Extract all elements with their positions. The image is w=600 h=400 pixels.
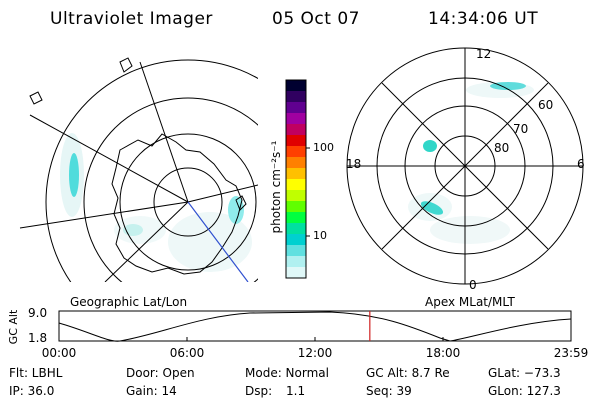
color-scale (286, 80, 306, 279)
door-status: Door: Open (126, 366, 195, 380)
latitude-circle (153, 167, 223, 237)
mlat-label-70: 70 (513, 122, 529, 136)
aurora-emission-faint (168, 212, 252, 272)
instrument-title: Ultraviolet Imager (50, 9, 213, 29)
mlat-label-80: 80 (494, 141, 510, 155)
altitude-tick-max: 9.0 (28, 306, 48, 320)
coastline-island (119, 57, 133, 73)
sequence-status: Seq: 39 (366, 384, 412, 398)
color-scale-segment (286, 201, 306, 213)
magnetic-polar-plot (346, 47, 584, 285)
color-scale-segment (286, 124, 306, 136)
altitude-axis-label: GC Alt (7, 309, 20, 345)
color-scale-segment (286, 190, 306, 202)
color-scale-segment (286, 135, 306, 147)
ip-status: IP: 36.0 (9, 384, 55, 398)
color-scale-segment (286, 212, 306, 224)
mlat-label-60: 60 (538, 98, 554, 112)
altitude-tick-min: 1.8 (28, 331, 48, 345)
aurora-emission-bright (490, 82, 526, 90)
mlt-label-6: 6 (577, 157, 585, 171)
color-scale-segment (286, 256, 306, 268)
time-axis-label: 00:00 (41, 346, 77, 360)
color-scale-segment (286, 113, 306, 125)
altitude-curve (58, 311, 572, 342)
magnetic-map-label: Apex MLat/MLT (425, 295, 515, 309)
time-axis-label: 23:59 (553, 346, 589, 360)
coastline-island (29, 91, 43, 105)
color-scale-frame (285, 79, 307, 279)
aurora-emission-mid (228, 196, 244, 224)
meridian-line (187, 184, 258, 203)
geographic-map-label: Geographic Lat/Lon (70, 295, 188, 309)
color-scale-segment (286, 245, 306, 257)
aurora-emission-faint (114, 216, 166, 244)
gc-altitude-status: GC Alt: 8.7 Re (366, 366, 450, 380)
observation-date: 05 Oct 07 (272, 9, 360, 29)
color-scale-segment (286, 179, 306, 191)
mlt-label-12: 12 (476, 47, 492, 61)
time-axis-label: 06:00 (169, 346, 205, 360)
color-scale-label-10: 10 (313, 229, 327, 242)
observation-time: 14:34:06 UT (428, 9, 539, 29)
altitude-plot (58, 310, 572, 342)
color-scale-segment (286, 80, 306, 92)
color-scale-label-100: 100 (313, 141, 334, 154)
color-scale-segment (286, 102, 306, 114)
altitude-plot-frame (58, 310, 572, 342)
color-scale-segment (286, 223, 306, 235)
mlt-label-18: 18 (346, 157, 362, 171)
color-scale-segment (286, 157, 306, 169)
color-scale-segment (286, 267, 306, 279)
mlt-line-diagonal (381, 82, 549, 250)
mlt-label-0: 0 (469, 278, 477, 292)
geographic-map-content (19, 57, 258, 282)
terminator-line (187, 201, 249, 282)
geographic-latitude-status: GLat: −73.3 (488, 366, 561, 380)
aurora-emission-bright (423, 140, 437, 152)
latitude-circle (83, 97, 258, 282)
color-scale-segment (286, 168, 306, 180)
latitude-circle (119, 133, 257, 271)
coastline (111, 133, 243, 275)
meridian-line (29, 114, 189, 203)
coastline-island (235, 195, 247, 211)
mode-status: Mode: Normal (245, 366, 329, 380)
color-scale-unit-label: photon cm⁻²s⁻¹ (269, 140, 283, 234)
geographic-map (19, 57, 258, 282)
meridian-line (104, 201, 189, 282)
color-scale-segment (286, 146, 306, 158)
time-axis-ticks (58, 337, 572, 341)
color-scale-segment (286, 234, 306, 246)
meridian-line (19, 201, 189, 229)
color-scale-segment (286, 91, 306, 103)
latitude-circle (45, 59, 258, 282)
dsp-label: Dsp: (245, 384, 273, 398)
gain-status: Gain: 14 (126, 384, 177, 398)
aurora-emission-faint (430, 216, 510, 244)
filter-status: Flt: LBHL (9, 366, 63, 380)
dsp-value: 1.1 (286, 384, 306, 398)
geographic-longitude-status: GLon: 127.3 (488, 384, 561, 398)
meridian-line (139, 61, 189, 203)
time-axis-label: 18:00 (425, 346, 461, 360)
time-axis-label: 12:00 (297, 346, 333, 360)
aurora-emission-bright (69, 153, 79, 197)
